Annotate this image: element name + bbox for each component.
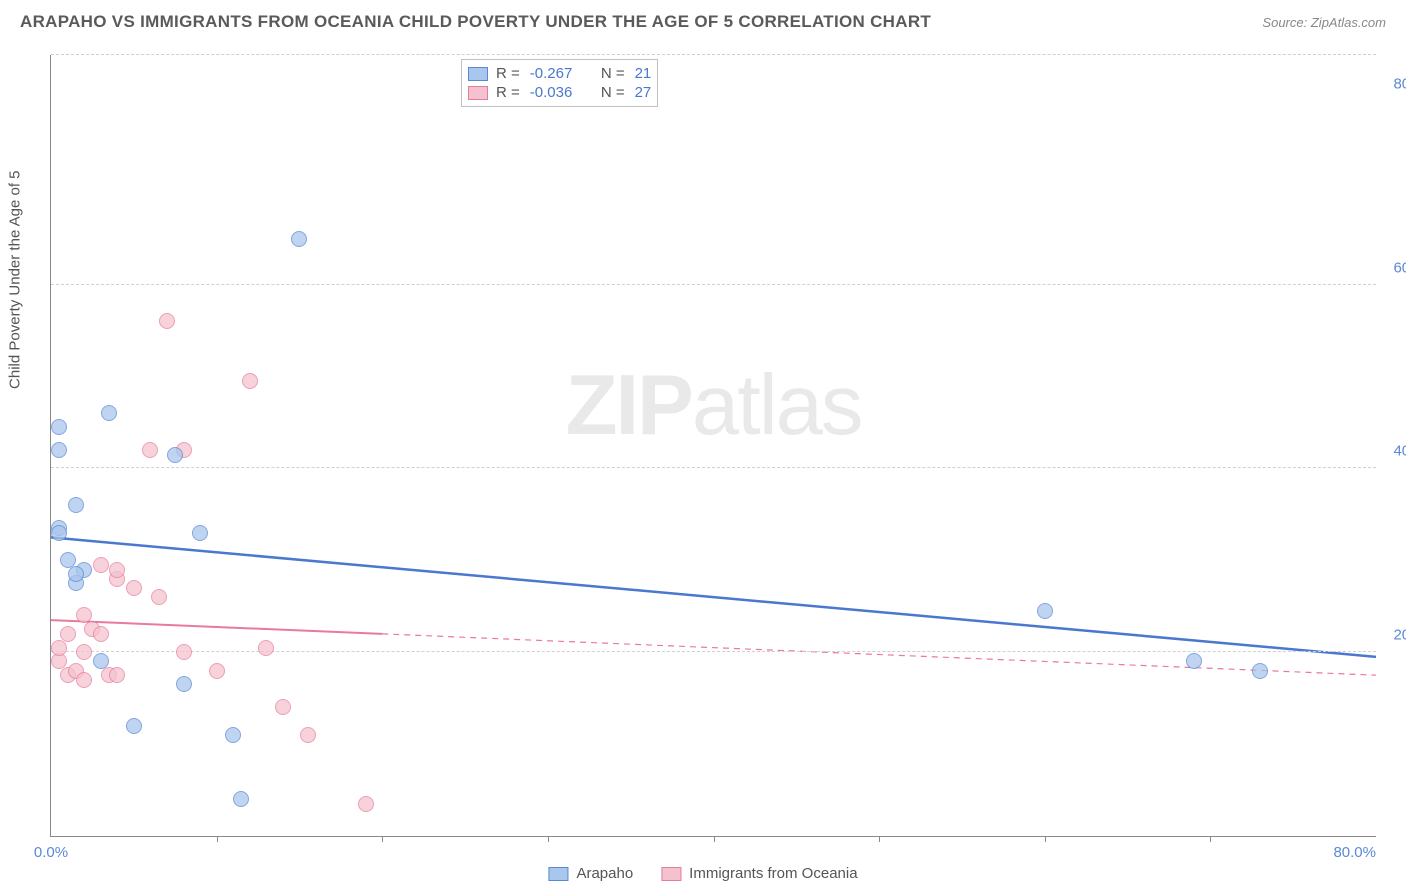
data-point xyxy=(1186,653,1202,669)
data-point xyxy=(1252,663,1268,679)
data-point xyxy=(233,791,249,807)
legend-item: Immigrants from Oceania xyxy=(661,865,857,882)
x-tick-mark xyxy=(1210,836,1211,842)
x-tick-mark xyxy=(217,836,218,842)
data-point xyxy=(225,727,241,743)
x-tick-label: 80.0% xyxy=(1333,844,1376,861)
stats-legend-row: R = -0.267 N = 21 xyxy=(468,64,651,83)
data-point xyxy=(101,405,117,421)
data-point xyxy=(300,727,316,743)
legend-swatch xyxy=(661,867,681,881)
data-point xyxy=(60,626,76,642)
data-point xyxy=(151,589,167,605)
data-point xyxy=(51,640,67,656)
watermark-bold: ZIP xyxy=(566,358,692,453)
data-point xyxy=(358,796,374,812)
watermark: ZIPatlas xyxy=(566,357,862,455)
data-point xyxy=(167,447,183,463)
data-point xyxy=(176,676,192,692)
stats-legend: R = -0.267 N = 21R = -0.036 N = 27 xyxy=(461,59,658,107)
trend-line-dashed xyxy=(382,634,1376,675)
data-point xyxy=(76,644,92,660)
n-value: 27 xyxy=(635,84,652,101)
data-point xyxy=(109,667,125,683)
legend-label: Arapaho xyxy=(576,865,633,882)
data-point xyxy=(93,557,109,573)
data-point xyxy=(142,442,158,458)
r-label: R = xyxy=(496,84,520,101)
data-point xyxy=(1037,603,1053,619)
data-point xyxy=(76,672,92,688)
n-value: 21 xyxy=(635,65,652,82)
data-point xyxy=(51,525,67,541)
data-point xyxy=(51,442,67,458)
data-point xyxy=(68,566,84,582)
series-legend: Arapaho Immigrants from Oceania xyxy=(548,865,857,882)
data-point xyxy=(291,231,307,247)
y-tick-label: 40.0% xyxy=(1393,443,1406,460)
x-tick-mark xyxy=(879,836,880,842)
trend-lines xyxy=(51,55,1376,836)
chart-header: ARAPAHO VS IMMIGRANTS FROM OCEANIA CHILD… xyxy=(0,0,1406,40)
data-point xyxy=(242,373,258,389)
legend-label: Immigrants from Oceania xyxy=(689,865,857,882)
data-point xyxy=(176,644,192,660)
data-point xyxy=(51,419,67,435)
data-point xyxy=(126,718,142,734)
source-value: ZipAtlas.com xyxy=(1311,15,1386,30)
legend-item: Arapaho xyxy=(548,865,633,882)
chart-title: ARAPAHO VS IMMIGRANTS FROM OCEANIA CHILD… xyxy=(20,12,931,32)
y-tick-label: 80.0% xyxy=(1393,75,1406,92)
data-point xyxy=(258,640,274,656)
x-tick-mark xyxy=(548,836,549,842)
source-attribution: Source: ZipAtlas.com xyxy=(1262,15,1386,30)
data-point xyxy=(209,663,225,679)
data-point xyxy=(68,497,84,513)
legend-swatch xyxy=(548,867,568,881)
trend-line-solid xyxy=(51,537,1376,656)
x-tick-mark xyxy=(714,836,715,842)
r-label: R = xyxy=(496,65,520,82)
n-label: N = xyxy=(601,65,625,82)
data-point xyxy=(93,653,109,669)
y-tick-label: 20.0% xyxy=(1393,627,1406,644)
gridline-horizontal xyxy=(51,651,1376,652)
legend-swatch xyxy=(468,86,488,100)
watermark-light: atlas xyxy=(692,358,862,453)
gridline-horizontal xyxy=(51,54,1376,55)
n-label: N = xyxy=(601,84,625,101)
data-point xyxy=(192,525,208,541)
data-point xyxy=(109,562,125,578)
r-value: -0.036 xyxy=(530,84,573,101)
stats-legend-row: R = -0.036 N = 27 xyxy=(468,83,651,102)
data-point xyxy=(126,580,142,596)
data-point xyxy=(159,313,175,329)
legend-swatch xyxy=(468,67,488,81)
data-point xyxy=(93,626,109,642)
x-tick-mark xyxy=(382,836,383,842)
chart-area: ZIPatlas R = -0.267 N = 21R = -0.036 N =… xyxy=(50,55,1376,837)
y-axis-title: Child Poverty Under the Age of 5 xyxy=(7,170,24,388)
r-value: -0.267 xyxy=(530,65,573,82)
gridline-horizontal xyxy=(51,467,1376,468)
x-tick-mark xyxy=(1045,836,1046,842)
gridline-horizontal xyxy=(51,284,1376,285)
y-tick-label: 60.0% xyxy=(1393,259,1406,276)
x-tick-label: 0.0% xyxy=(34,844,68,861)
data-point xyxy=(275,699,291,715)
source-label: Source: xyxy=(1262,15,1307,30)
plot-region: ZIPatlas R = -0.267 N = 21R = -0.036 N =… xyxy=(50,55,1376,837)
